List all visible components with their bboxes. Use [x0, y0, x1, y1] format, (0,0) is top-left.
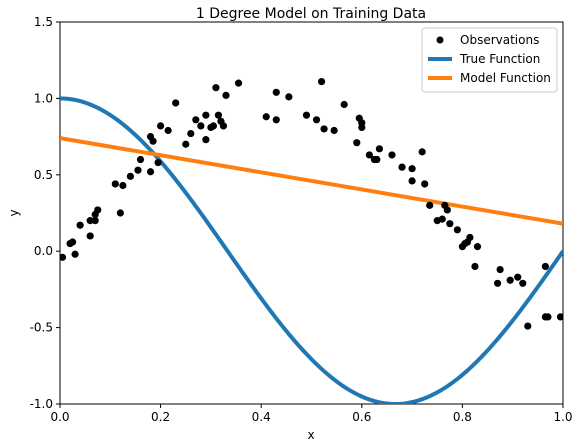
x-axis-ticks: 0.0 0.2 0.4 0.6 0.8 1.0: [50, 404, 573, 424]
true-function-line: [60, 96, 563, 404]
observation-point: [126, 172, 135, 180]
observation-point: [187, 129, 195, 138]
legend-label-observations: Observations: [460, 33, 539, 47]
observation-point: [426, 201, 434, 209]
observation-point: [353, 139, 361, 147]
y-tick-label: -0.5: [30, 321, 53, 335]
y-tick-label: 0.0: [34, 244, 53, 258]
observation-point: [202, 136, 210, 144]
model-function-line: [60, 136, 563, 226]
observation-point: [514, 273, 522, 281]
x-tick-label: 0.4: [252, 410, 271, 424]
observation-point: [262, 113, 270, 121]
observation-point: [157, 122, 165, 130]
observation-point: [473, 243, 482, 251]
observation-point: [418, 148, 426, 156]
y-tick-label: 1.0: [34, 91, 53, 105]
observation-point: [111, 180, 119, 188]
observation-point: [86, 232, 94, 240]
observation-point: [471, 262, 479, 271]
observation-point: [219, 122, 228, 130]
observation-point: [272, 88, 280, 96]
observation-point: [312, 116, 321, 124]
observation-point: [421, 180, 429, 188]
observation-point: [134, 166, 142, 174]
observation-point: [222, 91, 230, 99]
observation-point: [146, 168, 155, 176]
observation-point: [446, 220, 454, 228]
observation-point: [438, 215, 446, 223]
observation-point: [91, 217, 99, 225]
x-tick-label: 0.8: [453, 410, 472, 424]
observation-point: [60, 253, 67, 261]
observation-point: [544, 313, 552, 321]
observation-point: [94, 206, 102, 214]
chart-title: 1 Degree Model on Training Data: [196, 6, 426, 22]
x-tick-label: 1.0: [553, 410, 572, 424]
observation-point: [388, 151, 396, 159]
observation-point: [408, 177, 416, 185]
x-tick-label: 0.0: [50, 410, 69, 424]
y-axis-ticks: -1.0 -0.5 0.0 0.5 1.0 1.5: [30, 15, 60, 411]
observation-point: [149, 137, 157, 145]
observation-point: [330, 126, 338, 135]
observation-points: [60, 77, 563, 330]
observation-point: [71, 250, 79, 258]
observation-point: [154, 158, 162, 167]
observation-point: [212, 84, 220, 92]
observation-point: [375, 145, 384, 153]
observation-point: [182, 140, 190, 148]
plot-content: [60, 77, 563, 404]
legend-label-model-function: Model Function: [460, 71, 551, 85]
observation-point: [443, 206, 451, 214]
observation-point: [524, 322, 532, 330]
observation-point: [76, 221, 84, 229]
y-axis-label: y: [7, 209, 21, 216]
observation-point: [398, 163, 406, 171]
observation-point: [302, 111, 311, 119]
observation-point: [209, 122, 218, 130]
observation-point: [116, 209, 124, 217]
legend-label-true-function: True Function: [459, 52, 540, 66]
observation-point: [272, 116, 280, 124]
observation-point: [556, 313, 563, 321]
observation-point: [340, 100, 348, 109]
observation-point: [373, 155, 381, 164]
x-tick-label: 0.6: [352, 410, 371, 424]
observation-point: [172, 99, 180, 107]
observation-point: [202, 111, 210, 119]
x-axis-label: x: [307, 428, 314, 442]
observation-point: [197, 122, 205, 130]
observation-point: [519, 279, 527, 287]
observation-point: [285, 93, 293, 101]
observation-point: [234, 79, 243, 87]
observation-point: [136, 155, 145, 164]
y-tick-label: 0.5: [34, 168, 53, 182]
x-tick-label: 0.2: [151, 410, 170, 424]
observation-point: [466, 233, 474, 242]
observation-point: [68, 238, 77, 246]
observation-point: [365, 151, 373, 159]
observation-point: [494, 279, 502, 287]
observation-point: [320, 125, 328, 133]
observation-point: [214, 111, 223, 119]
observation-point: [192, 116, 200, 124]
y-tick-label: 1.5: [34, 15, 53, 29]
legend: Observations True Function Model Functio…: [421, 27, 558, 93]
observation-point: [119, 181, 127, 190]
observation-point: [86, 217, 94, 225]
legend-marker-observations: [436, 36, 444, 44]
observation-point: [164, 126, 172, 135]
observation-point: [541, 262, 549, 271]
observation-point: [506, 276, 514, 284]
y-tick-label: -1.0: [30, 397, 53, 411]
observation-point: [453, 226, 461, 234]
observation-point: [358, 123, 366, 132]
observation-point: [496, 265, 504, 274]
observation-point: [317, 77, 326, 86]
legend-box: [421, 27, 558, 93]
observation-point: [408, 165, 416, 173]
